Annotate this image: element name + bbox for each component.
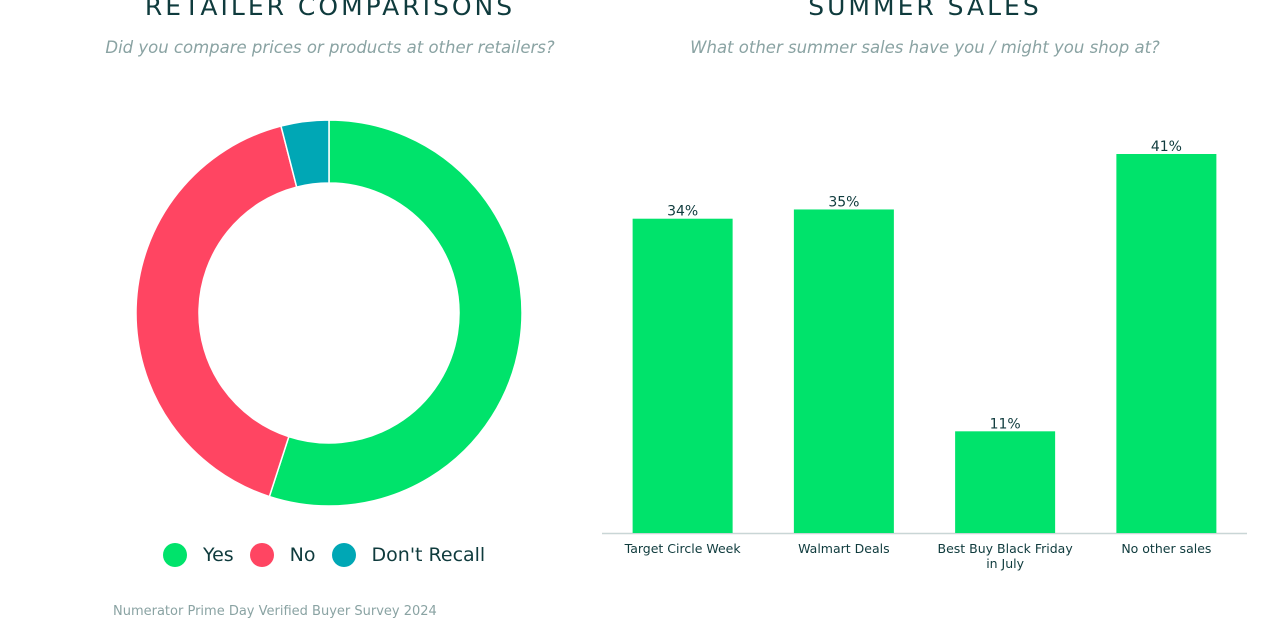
bar-chart: 34% Target Circle Week 35% Walmart Deals 11%… <box>602 139 1247 571</box>
retailer-comparisons-subtitle: Did you compare prices or products at ot… <box>105 38 555 57</box>
bar-value-label-best-buy-black-friday-in-july: 11% <box>990 416 1021 432</box>
donut-slice-yes <box>268 119 523 507</box>
bar-target-circle-week <box>632 218 733 533</box>
legend-label-dont-recall: Don't Recall <box>371 544 486 566</box>
donut-slice-no <box>135 125 298 498</box>
legend-swatch-no <box>249 543 274 567</box>
legend-item-no: No <box>249 543 316 567</box>
source-note: Numerator Prime Day Verified Buyer Surve… <box>113 604 437 619</box>
legend-label-no: No <box>289 544 316 566</box>
legend-swatch-dont-recall <box>331 543 356 567</box>
bar-best-buy-black-friday-in-july <box>955 431 1056 533</box>
bar-value-label-target-circle-week: 34% <box>667 204 698 220</box>
retailer-comparisons-title: RETAILER COMPARISONS <box>144 0 516 21</box>
legend-item-dont-recall: Don't Recall <box>331 543 486 567</box>
summer-sales-title: SUMMER SALES <box>808 0 1042 21</box>
legend-swatch-yes <box>163 543 187 567</box>
bar-value-label-no-other-sales: 41% <box>1151 139 1182 155</box>
summer-sales-subtitle: What other summer sales have you / might… <box>690 38 1160 57</box>
category-label-target-circle-week: Target Circle Week <box>624 541 742 556</box>
legend-label-yes: Yes <box>203 544 234 566</box>
donut-chart <box>135 119 523 507</box>
donut-slice-don-t-recall <box>280 119 330 188</box>
bar-value-label-walmart-deals: 35% <box>828 194 859 210</box>
category-label-best-buy-black-friday-in-july: in July <box>986 556 1024 571</box>
legend-item-yes: Yes <box>163 543 234 567</box>
donut-legend: Yes No Don't Recall <box>163 543 501 567</box>
bar-no-other-sales <box>1116 154 1217 533</box>
category-label-walmart-deals: Walmart Deals <box>798 541 890 556</box>
category-label-best-buy-black-friday-in-july: Best Buy Black Friday <box>938 541 1074 556</box>
bar-walmart-deals <box>793 209 894 533</box>
category-label-no-other-sales: No other sales <box>1121 541 1211 556</box>
